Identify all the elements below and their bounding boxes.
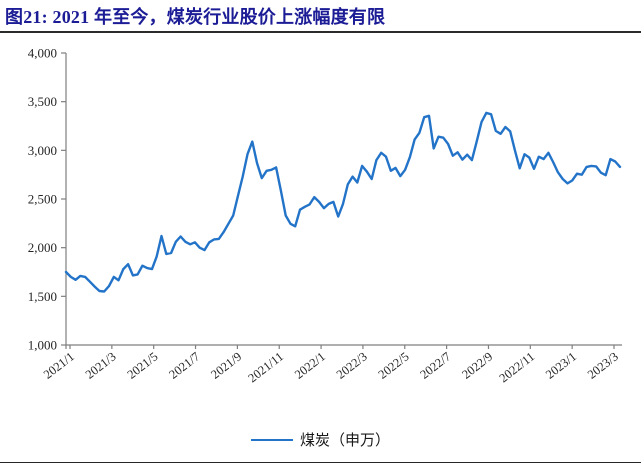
- x-axis-ticks: 2021/1 2021/3 2021/5 2021/7 2021/9 2021/11 202…: [41, 345, 621, 385]
- y-tick-label: 4,000: [28, 46, 57, 61]
- y-tick-label: 2,500: [28, 192, 57, 207]
- x-tick-label: 2021/3: [83, 349, 119, 381]
- y-tick-label: 1,000: [28, 338, 57, 353]
- x-tick-label: 2022/5: [376, 349, 412, 381]
- x-tick-label: 2021/1: [41, 349, 77, 381]
- x-tick-label: 2022/7: [417, 349, 453, 381]
- x-tick-label: 2022/9: [459, 349, 495, 381]
- axes: [65, 53, 622, 349]
- y-tick-label: 1,500: [28, 289, 57, 304]
- series-line-coal: [64, 111, 622, 293]
- x-tick-label: 2023/1: [543, 349, 579, 381]
- x-tick-label: 2021/7: [166, 349, 202, 381]
- x-tick-label: 2022/11: [497, 349, 538, 385]
- coal-stock-line-chart: 1,000 1,500 2,000 2,500 3,000 3,500 4,000 2021/…: [28, 46, 622, 385]
- x-tick-label: 2023/3: [585, 349, 621, 381]
- y-axis-ticks: 1,000 1,500 2,000 2,500 3,000 3,500 4,000: [28, 46, 66, 353]
- legend-line-swatch-coal: [250, 438, 293, 441]
- figure-header: 图21: 2021 年至今，煤炭行业股价上涨幅度有限: [0, 0, 641, 33]
- figure-title: 图21: 2021 年至今，煤炭行业股价上涨幅度有限: [5, 7, 386, 27]
- x-tick-label: 2021/11: [246, 349, 287, 385]
- x-tick-label: 2021/9: [208, 349, 244, 381]
- chart-legend: 煤炭（申万）: [0, 429, 641, 450]
- legend-label-coal: 煤炭（申万）: [299, 433, 390, 449]
- y-tick-label: 2,000: [28, 240, 57, 255]
- x-tick-label: 2021/5: [125, 349, 161, 381]
- x-tick-label: 2022/1: [292, 349, 328, 381]
- y-tick-label: 3,500: [28, 94, 57, 109]
- x-tick-label: 2022/3: [334, 349, 370, 381]
- bottom-divider: [0, 462, 641, 463]
- y-tick-label: 3,000: [28, 143, 57, 158]
